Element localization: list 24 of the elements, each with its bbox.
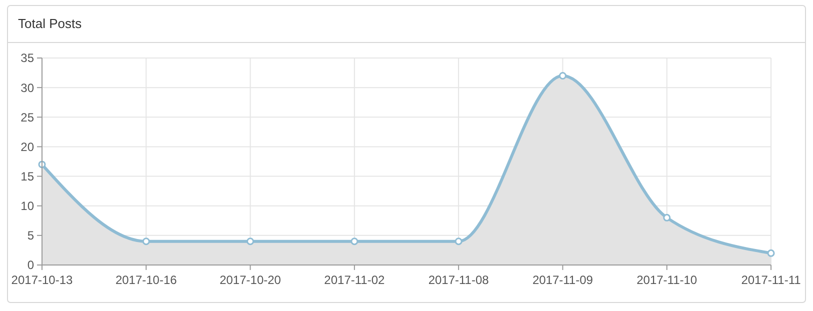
y-tick-label: 5	[27, 228, 34, 243]
y-tick-label: 20	[20, 140, 34, 154]
x-tick-label: 2017-11-08	[428, 273, 490, 287]
x-tick-label: 2017-11-02	[324, 273, 385, 287]
x-tick-label: 2017-10-13	[11, 273, 74, 287]
y-tick-label: 15	[20, 169, 34, 184]
y-tick-label: 35	[20, 51, 34, 66]
point	[663, 214, 671, 222]
chart-title: Total Posts	[18, 16, 82, 31]
point	[350, 238, 358, 246]
y-tick-label: 30	[20, 80, 34, 95]
point	[767, 249, 775, 257]
point	[558, 72, 566, 80]
point	[142, 238, 150, 246]
point	[454, 238, 462, 246]
y-tick-label: 0	[27, 258, 34, 272]
x-tick-label: 2017-10-20	[220, 273, 282, 287]
point	[246, 238, 254, 246]
y-tick-label: 25	[20, 110, 34, 124]
y-tick-label: 10	[20, 199, 34, 214]
x-tick-label: 2017-11-09	[532, 273, 594, 287]
x-tick-label: 2017-10-16	[115, 273, 178, 287]
x-tick-label: 2017-11-11	[741, 273, 802, 287]
x-tick-label: 2017-11-10	[636, 273, 698, 287]
